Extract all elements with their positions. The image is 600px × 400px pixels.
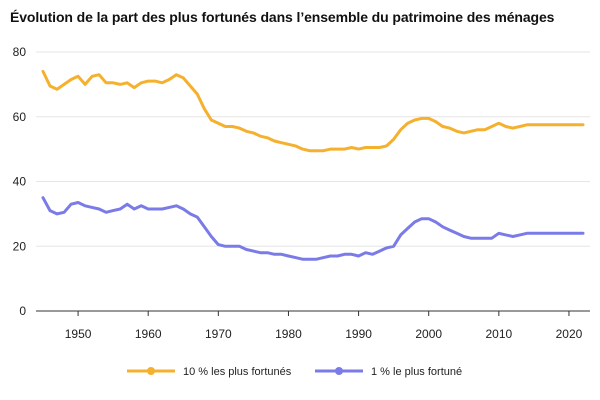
chart-title: Évolution de la part des plus fortunés d… xyxy=(10,9,555,25)
x-tick-label: 2020 xyxy=(556,327,583,341)
y-tick-label: 60 xyxy=(13,110,27,124)
legend: 10 % les plus fortunés 1 % le plus fortun… xyxy=(127,366,462,378)
x-tick-label: 1990 xyxy=(345,327,372,341)
legend-label[interactable]: 1 % le plus fortuné xyxy=(371,366,462,378)
x-tick-label: 1960 xyxy=(135,327,162,341)
series-group xyxy=(41,69,585,261)
x-tick-label: 2010 xyxy=(485,327,512,341)
y-tick-label: 20 xyxy=(13,239,27,253)
grid xyxy=(36,51,590,247)
y-tick-label: 40 xyxy=(13,175,27,189)
y-tick-label: 0 xyxy=(19,304,26,318)
x-tick-label: 1950 xyxy=(65,327,92,341)
legend-swatch-marker xyxy=(335,367,343,375)
x-tick-label: 2000 xyxy=(415,327,442,341)
series-line-0[interactable] xyxy=(41,69,585,153)
x-tick-label: 1980 xyxy=(275,327,302,341)
axes: 0 20 40 60 80 1950 1960 1970 1980 1990 2000 2010 202… xyxy=(13,45,590,341)
legend-label[interactable]: 10 % les plus fortunés xyxy=(183,366,292,378)
y-tick-label: 80 xyxy=(13,45,27,59)
x-tick-label: 1970 xyxy=(205,327,232,341)
legend-swatch-marker xyxy=(147,367,155,375)
series-line-1[interactable] xyxy=(41,196,585,261)
